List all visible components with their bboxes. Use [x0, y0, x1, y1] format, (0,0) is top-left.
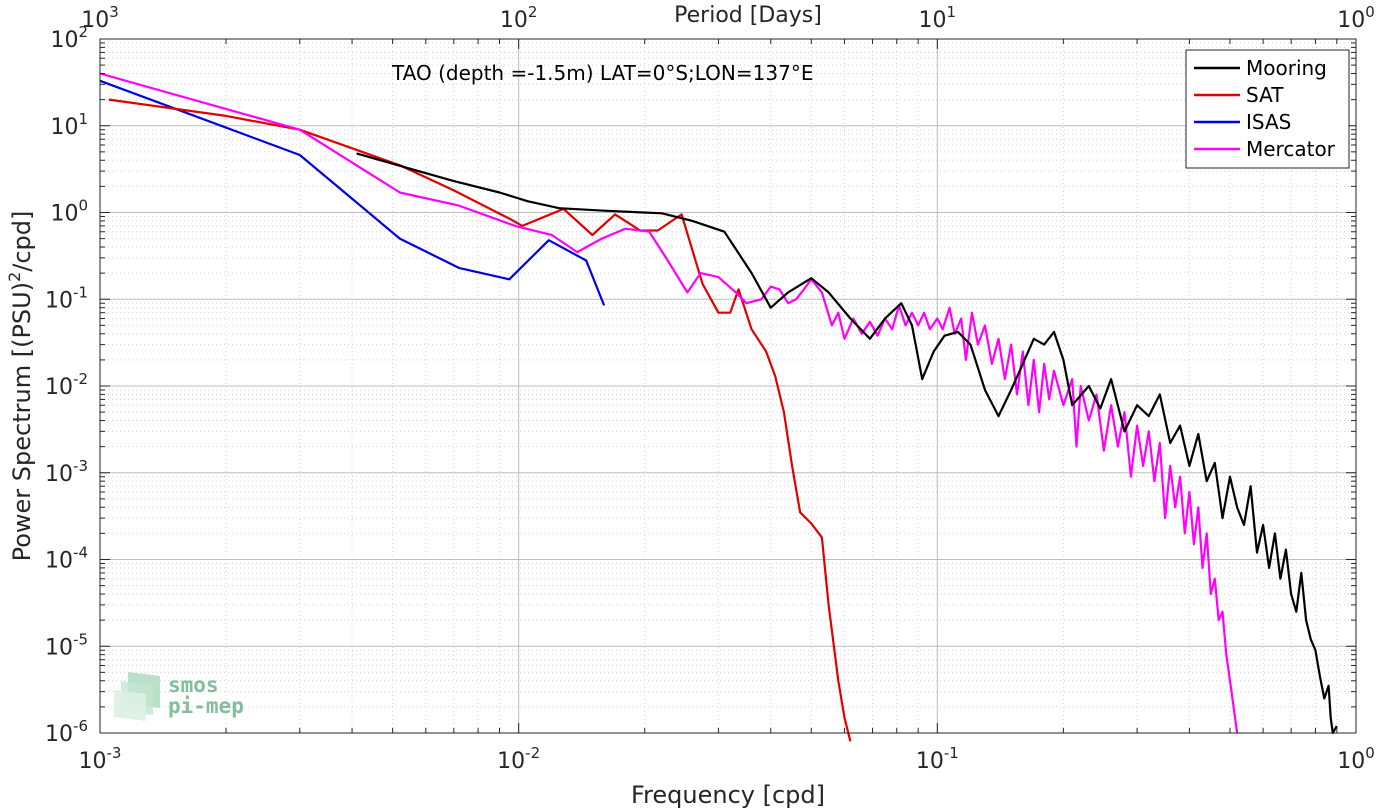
y-tick-label: 10-2 [45, 370, 88, 400]
x-tick-base: 10 [497, 749, 525, 774]
series-line-mooring [356, 152, 1338, 735]
x-tick-label: 10-2 [497, 744, 540, 774]
x-tick-label: 100 [1337, 744, 1375, 774]
series-layer [99, 72, 1338, 742]
y-tick-label: 102 [50, 23, 88, 53]
x2-tick-exp: 3 [109, 3, 119, 21]
legend-label-mercator: Mercator [1246, 137, 1336, 161]
x2-tick-label: 101 [919, 3, 957, 33]
x-axis-title: Frequency [cpd] [631, 781, 825, 809]
legend-label-mooring: Mooring [1246, 56, 1327, 80]
x2-tick-base: 10 [81, 8, 109, 33]
y-tick-exp: -4 [73, 544, 88, 562]
x2-tick-exp: 2 [528, 3, 538, 21]
y-tick-exp: -6 [73, 717, 88, 735]
x-tick-exp: -1 [944, 744, 959, 762]
x-tick-base: 10 [79, 749, 107, 774]
x-tick-exp: 0 [1365, 744, 1375, 762]
legend-label-sat: SAT [1246, 83, 1284, 107]
x-tick-label: 10-3 [79, 744, 122, 774]
x-tick-exp: -2 [525, 744, 540, 762]
legend: Mooring SAT ISAS Mercator [1185, 49, 1350, 169]
tick-marks [99, 38, 1357, 734]
y-tick-base: 10 [45, 462, 73, 487]
x2-tick-base: 10 [500, 8, 528, 33]
y-tick-base: 10 [45, 375, 73, 400]
y-tick-exp: 0 [78, 197, 88, 215]
x2-tick-exp: 1 [947, 3, 957, 21]
legend-items: Mooring SAT ISAS Mercator [1194, 56, 1336, 161]
x2-axis-title: Period [Days] [674, 3, 822, 28]
smos-logo: smos pi-mep [114, 672, 244, 721]
y-tick-base: 10 [50, 28, 78, 53]
y-tick-base: 10 [50, 115, 78, 140]
y-tick-exp: -3 [73, 457, 88, 475]
y-axis-title-sup: 2 [5, 272, 24, 282]
y-tick-base: 10 [45, 722, 73, 747]
y-tick-exp: 1 [78, 110, 88, 128]
y-tick-exp: 2 [78, 23, 88, 41]
series-line-mercator [99, 72, 1239, 734]
x2-tick-base: 10 [1337, 8, 1365, 33]
y-tick-base: 10 [45, 635, 73, 660]
x2-tick-base: 10 [919, 8, 947, 33]
x-tick-label: 10-1 [916, 744, 959, 774]
y-tick-exp: -1 [73, 283, 88, 301]
x2-tick-label: 100 [1337, 3, 1375, 33]
y-tick-base: 10 [50, 202, 78, 227]
logo-text-bottom: pi-mep [168, 694, 244, 718]
y-axis-title-tail: /cpd] [8, 211, 36, 272]
x2-tick-exp: 0 [1365, 3, 1375, 21]
x-tick-base: 10 [916, 749, 944, 774]
x-tick-base: 10 [1337, 749, 1365, 774]
logo-text-top: smos [168, 673, 219, 697]
y-tick-label: 10-4 [45, 544, 88, 574]
logo-mark-front [114, 690, 146, 721]
y-tick-label: 100 [50, 197, 88, 227]
y-tick-base: 10 [45, 549, 73, 574]
y-tick-label: 10-3 [45, 457, 88, 487]
series-line-sat [108, 98, 852, 742]
y-tick-base: 10 [45, 288, 73, 313]
y-tick-label: 101 [50, 110, 88, 140]
x2-tick-label: 102 [500, 3, 538, 33]
series-line-isas [99, 79, 606, 306]
legend-label-isas: ISAS [1246, 110, 1291, 134]
x-tick-exp: -3 [107, 744, 122, 762]
y-tick-exp: -5 [73, 630, 88, 648]
y-tick-label: 10-1 [45, 283, 88, 313]
y-tick-label: 10-6 [45, 717, 88, 747]
y-tick-label: 10-5 [45, 630, 88, 660]
y-axis-title-main: Power Spectrum [(PSU) [8, 282, 36, 561]
y-tick-exp: -2 [73, 370, 88, 388]
chart-annotation: TAO (depth =-1.5m) LAT=0°S;LON=137°E [391, 61, 813, 85]
y-axis-title: Power Spectrum [(PSU)2/cpd] [5, 211, 36, 562]
x2-tick-label: 103 [81, 3, 119, 33]
